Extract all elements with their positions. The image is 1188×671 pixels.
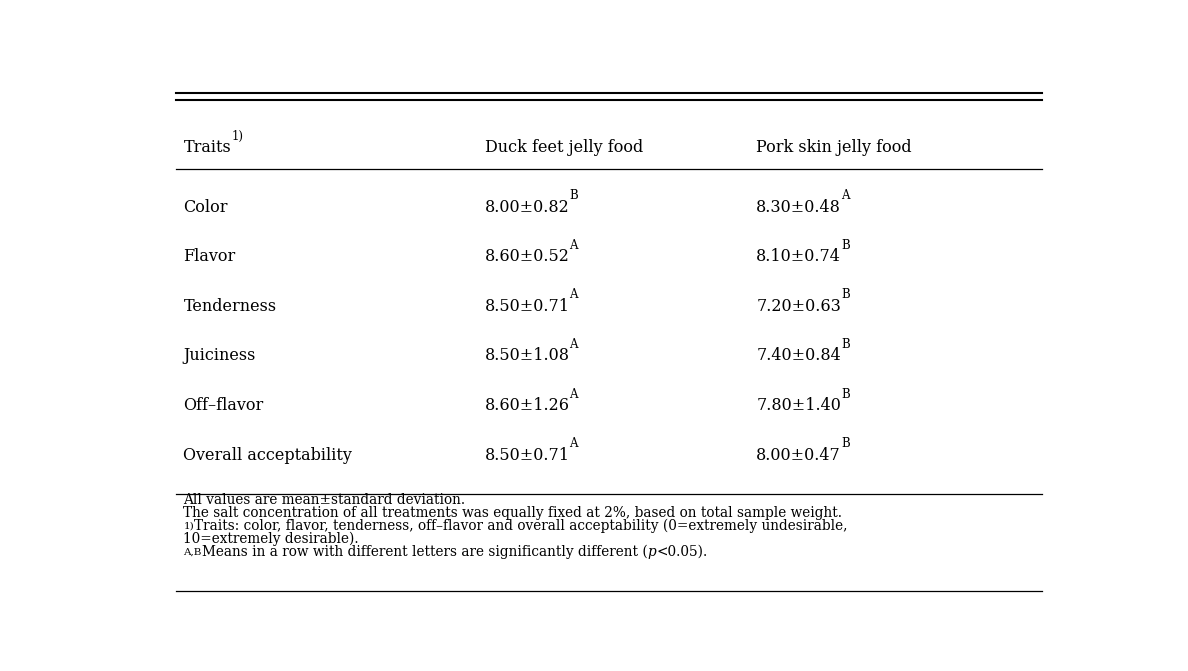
Text: 10=extremely desirable).: 10=extremely desirable). (183, 531, 359, 546)
Text: The salt concentration of all treatments was equally fixed at 2%, based on total: The salt concentration of all treatments… (183, 506, 842, 520)
Text: B: B (841, 239, 849, 252)
Text: 7.80±1.40: 7.80±1.40 (756, 397, 841, 414)
Text: 1): 1) (183, 521, 194, 530)
Text: <0.05).: <0.05). (656, 545, 708, 559)
Text: B: B (569, 189, 579, 202)
Text: 8.50±0.71: 8.50±0.71 (485, 447, 569, 464)
Text: Means in a row with different letters are significantly different (: Means in a row with different letters ar… (202, 545, 647, 559)
Text: 8.60±1.26: 8.60±1.26 (485, 397, 569, 414)
Text: Off–flavor: Off–flavor (183, 397, 264, 414)
Text: A: A (569, 289, 579, 301)
Text: A: A (841, 189, 849, 202)
Text: B: B (841, 289, 849, 301)
Text: A: A (569, 437, 579, 450)
Text: A: A (569, 388, 579, 401)
Text: Traits: color, flavor, tenderness, off–flavor and overall acceptability (0=extre: Traits: color, flavor, tenderness, off–f… (194, 519, 848, 533)
Text: A: A (569, 338, 579, 351)
Text: Juiciness: Juiciness (183, 348, 255, 364)
Text: A,B: A,B (183, 548, 202, 556)
Text: 8.50±0.71: 8.50±0.71 (485, 298, 569, 315)
Text: p: p (647, 545, 656, 559)
Text: 7.20±0.63: 7.20±0.63 (756, 298, 841, 315)
Text: 8.10±0.74: 8.10±0.74 (756, 248, 841, 265)
Text: B: B (841, 338, 849, 351)
Text: Pork skin jelly food: Pork skin jelly food (756, 139, 911, 156)
Text: Duck feet jelly food: Duck feet jelly food (485, 139, 643, 156)
Text: Flavor: Flavor (183, 248, 235, 265)
Text: B: B (841, 388, 849, 401)
Text: Traits: Traits (183, 139, 232, 156)
Text: Color: Color (183, 199, 228, 215)
Text: 1): 1) (232, 130, 244, 143)
Text: 8.60±0.52: 8.60±0.52 (485, 248, 569, 265)
Text: All values are mean±standard deviation.: All values are mean±standard deviation. (183, 493, 466, 507)
Text: 8.00±0.82: 8.00±0.82 (485, 199, 569, 215)
Text: Tenderness: Tenderness (183, 298, 277, 315)
Text: A: A (569, 239, 577, 252)
Text: B: B (841, 437, 849, 450)
Text: 8.50±1.08: 8.50±1.08 (485, 348, 569, 364)
Text: Overall acceptability: Overall acceptability (183, 447, 353, 464)
Text: 7.40±0.84: 7.40±0.84 (756, 348, 841, 364)
Text: 8.00±0.47: 8.00±0.47 (756, 447, 841, 464)
Text: 8.30±0.48: 8.30±0.48 (756, 199, 841, 215)
